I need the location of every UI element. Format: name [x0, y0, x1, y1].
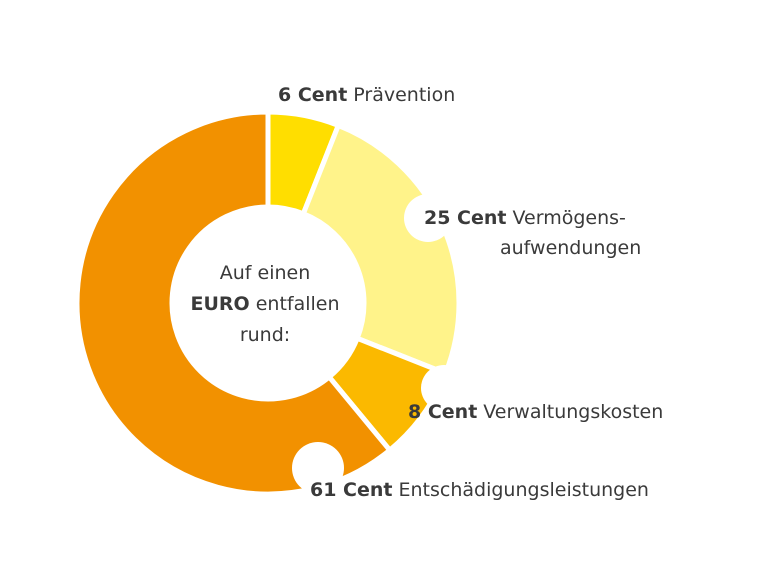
label-notch-2 [292, 442, 344, 494]
label-notches [292, 194, 467, 494]
value-label: 6 Cent [278, 84, 348, 106]
center-line-2: EURO entfallen [180, 289, 350, 320]
label-vermoegensaufwendungen: 25 Cent Vermögens- aufwendungen [424, 203, 641, 263]
category-label-line-2: aufwendungen [500, 237, 642, 259]
label-praevention: 6 Cent Prävention [278, 80, 455, 110]
value-label: 61 Cent [310, 479, 393, 501]
center-euro: EURO [190, 293, 250, 315]
category-label: Entschädigungsleistungen [398, 479, 649, 501]
label-verwaltungskosten: 8 Cent Verwaltungskosten [408, 397, 663, 427]
donut-slices [74, 109, 462, 497]
donut-slice-1 [300, 122, 462, 377]
category-label: Verwaltungskosten [483, 401, 664, 423]
label-entschaedigungsleistungen: 61 Cent Entschädigungsleistungen [310, 475, 649, 505]
category-label: Prävention [353, 84, 456, 106]
label-notch-1 [421, 365, 467, 411]
category-label-line-1: Vermögens- [512, 207, 626, 229]
label-notch-0 [404, 194, 452, 242]
donut-slice-3 [74, 109, 394, 497]
center-line-3: rund: [239, 324, 291, 346]
center-text: Auf einen EURO entfallen rund: [180, 258, 350, 351]
center-line-1: Auf einen [219, 262, 311, 284]
center-line-2-rest: entfallen [255, 293, 340, 315]
value-label: 8 Cent [408, 401, 478, 423]
value-label: 25 Cent [424, 207, 507, 229]
